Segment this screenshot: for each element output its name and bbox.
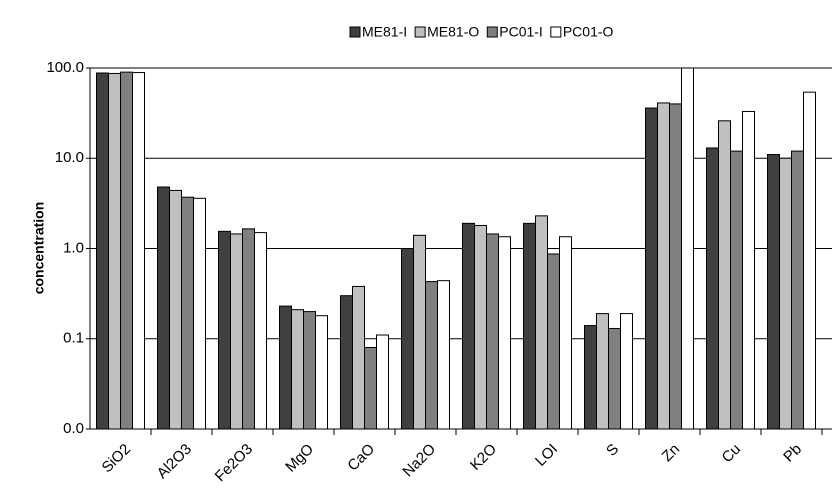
y-tick-label: 0.1 — [63, 330, 84, 347]
bar — [706, 147, 719, 429]
bar — [730, 150, 743, 429]
bar — [364, 346, 377, 429]
bar — [657, 102, 670, 429]
bar — [596, 313, 609, 429]
bar — [291, 309, 304, 429]
bar — [218, 230, 231, 429]
bar — [620, 313, 633, 429]
bar — [608, 327, 621, 429]
x-tick-label: Na2O — [399, 441, 439, 481]
bar — [462, 222, 475, 429]
bar — [718, 120, 731, 429]
legend-label: ME81-I — [362, 24, 407, 40]
bar — [523, 222, 536, 429]
x-tick-label: Fe2O3 — [212, 441, 256, 485]
x-tick-label: LOI — [532, 441, 561, 470]
bar — [779, 157, 792, 429]
legend-swatch — [550, 26, 562, 38]
bar — [474, 224, 487, 429]
bar — [547, 253, 560, 429]
legend-swatch — [414, 26, 426, 38]
bar — [681, 68, 694, 429]
y-tick-label: 10.0 — [55, 149, 84, 166]
bar — [645, 107, 658, 429]
bar — [535, 215, 548, 429]
bar — [340, 295, 353, 429]
bar — [413, 234, 426, 429]
bar — [352, 285, 365, 429]
bar — [254, 232, 267, 429]
bar — [279, 305, 292, 429]
bar — [132, 72, 145, 429]
bar — [742, 110, 755, 429]
bar — [120, 71, 133, 429]
bar — [157, 186, 170, 429]
bar — [791, 150, 804, 429]
bar — [669, 103, 682, 429]
bar — [242, 228, 255, 429]
legend-swatch — [486, 26, 498, 38]
bar — [303, 311, 316, 429]
bar — [315, 315, 328, 429]
x-tick-label: Al2O3 — [154, 441, 196, 483]
x-tick-label: MgO — [282, 441, 317, 476]
legend-label: PC01-O — [563, 24, 614, 40]
legend-swatch — [349, 26, 361, 38]
bar — [181, 196, 194, 429]
legend-label: ME81-O — [427, 24, 479, 40]
y-tick-label: 1.0 — [63, 239, 84, 256]
y-tick-label: 100.0 — [46, 59, 84, 76]
x-tick-label: Zn — [659, 441, 683, 465]
y-tick-label: 0.0 — [63, 420, 84, 437]
legend-label: PC01-I — [499, 24, 543, 40]
x-tick-label: Pb — [780, 441, 805, 466]
bar — [486, 233, 499, 429]
x-tick-label: S — [603, 441, 622, 460]
bar — [193, 197, 206, 429]
bar — [767, 154, 780, 429]
x-tick-label: Cu — [719, 441, 745, 467]
bar — [96, 72, 109, 429]
x-tick-label: CaO — [344, 441, 378, 475]
x-tick-label: SiO2 — [99, 441, 135, 477]
bar — [559, 236, 572, 429]
bar — [425, 281, 438, 429]
bar — [108, 72, 121, 429]
bar — [498, 236, 511, 429]
bar — [437, 280, 450, 429]
bar — [584, 325, 597, 429]
bar — [401, 248, 414, 429]
bar — [230, 233, 243, 429]
bar — [376, 334, 389, 429]
bar — [169, 189, 182, 429]
y-axis-label: concentration — [31, 202, 47, 295]
x-tick-label: K2O — [467, 441, 500, 474]
bar — [803, 91, 816, 429]
